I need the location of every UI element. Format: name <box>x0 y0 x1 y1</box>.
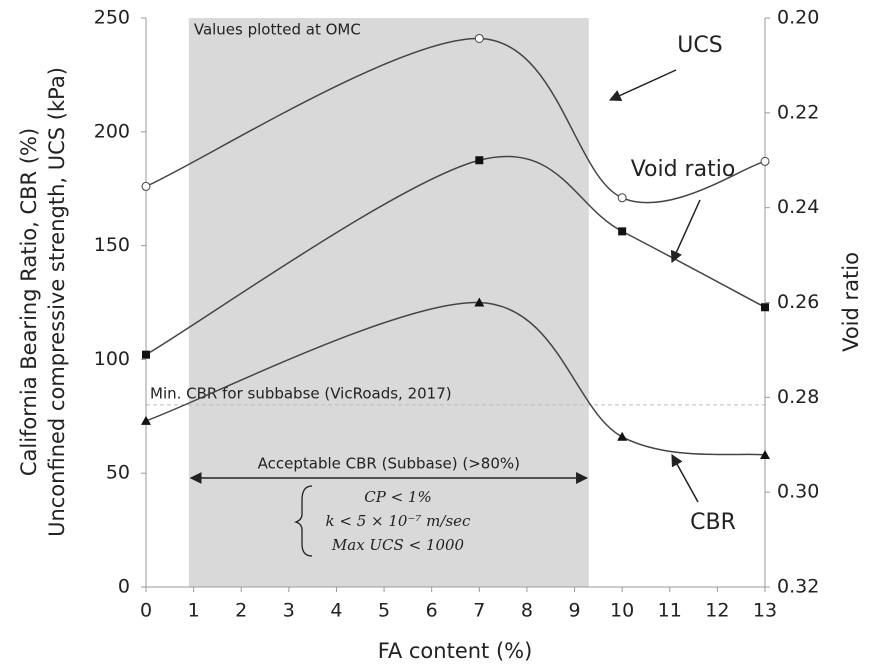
y-axis-title: California Bearing Ratio, CBR (%) <box>17 128 41 476</box>
series-label: Void ratio <box>631 157 736 182</box>
y-tick-label: 100 <box>94 348 130 370</box>
x-axis-title: FA content (%) <box>378 639 533 663</box>
marker <box>617 193 627 203</box>
y2-tick-label: 0.20 <box>777 7 819 29</box>
y-tick-label: 250 <box>94 7 130 29</box>
series-label: CBR <box>690 510 736 535</box>
series-line <box>145 155 766 356</box>
marker <box>142 350 150 359</box>
y-tick-label: 200 <box>94 120 130 142</box>
x-tick-label: 13 <box>753 600 777 622</box>
y2-tick-label: 0.30 <box>777 481 819 503</box>
callout-arrow <box>670 199 701 264</box>
callout-arrow <box>671 453 699 503</box>
x-tick-label: 12 <box>705 600 729 622</box>
marker <box>475 156 484 165</box>
shaded-region <box>188 18 589 587</box>
y2-tick-label: 0.26 <box>777 291 819 313</box>
x-tick-label: 3 <box>283 600 295 622</box>
y2-tick-label: 0.28 <box>777 386 819 408</box>
annotation: Min. CBR for subbabse (VicRoads, 2017) <box>150 384 452 402</box>
x-tick-label: 4 <box>330 600 342 622</box>
marker <box>141 181 151 191</box>
condition: k < 5 × 10⁻⁷ m/sec <box>326 512 471 530</box>
marker <box>474 297 485 307</box>
y-tick-label: 150 <box>94 234 130 256</box>
y2-tick-label: 0.32 <box>777 576 819 598</box>
condition: Max UCS < 1000 <box>331 536 465 554</box>
series-label: UCS <box>677 33 722 58</box>
x-tick-label: 6 <box>426 600 438 622</box>
y-tick-label: 50 <box>106 462 130 484</box>
x-tick-label: 10 <box>610 600 634 622</box>
x-tick-label: 8 <box>521 600 533 622</box>
series-line <box>145 301 766 456</box>
series-line <box>145 37 766 204</box>
marker <box>760 449 770 459</box>
marker <box>474 33 484 43</box>
marker <box>618 227 627 236</box>
marker <box>760 156 770 166</box>
y2-axis-title: Void ratio <box>839 252 863 352</box>
x-tick-label: 0 <box>140 600 152 622</box>
annotation: Values plotted at OMC <box>194 21 361 39</box>
x-tick-label: 7 <box>473 600 485 622</box>
x-tick-label: 11 <box>658 600 682 622</box>
x-tick-label: 2 <box>235 600 247 622</box>
marker <box>761 303 769 312</box>
y-tick-label: 0 <box>118 576 130 598</box>
y2-tick-label: 0.24 <box>777 196 819 218</box>
annotation: Acceptable CBR (Subbase) (>80%) <box>258 455 520 473</box>
brace <box>293 485 313 557</box>
condition: CP < 1% <box>364 488 431 506</box>
x-tick-label: 1 <box>188 600 200 622</box>
y2-tick-label: 0.22 <box>777 101 819 123</box>
marker <box>617 431 628 441</box>
callout-arrow <box>608 69 677 101</box>
x-tick-label: 5 <box>378 600 390 622</box>
marker <box>141 415 151 425</box>
y-axis-title: Unconfined compressive strength, UCS (kP… <box>45 67 69 537</box>
x-tick-label: 9 <box>568 600 580 622</box>
